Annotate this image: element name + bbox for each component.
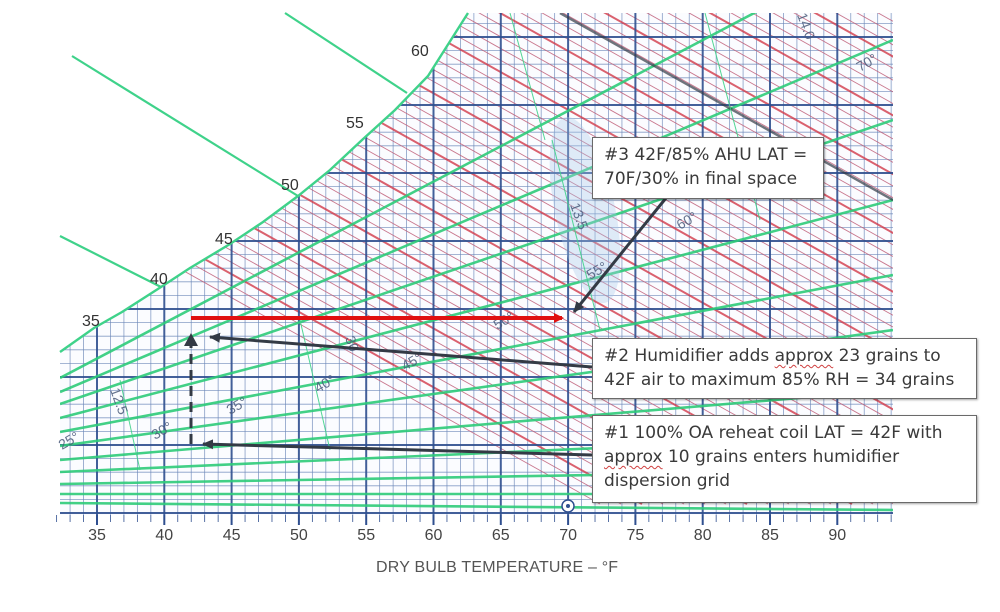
process-step-1-dashed-line xyxy=(184,333,198,444)
callout-2-text: 23 grains to xyxy=(833,346,941,366)
svg-text:60: 60 xyxy=(425,527,443,544)
svg-text:75: 75 xyxy=(627,527,645,544)
svg-text:80: 80 xyxy=(694,527,712,544)
svg-text:55: 55 xyxy=(346,115,364,132)
callout-2-line-1: #2 Humidifier adds approx 23 grains to xyxy=(604,344,966,368)
callout-leader-arrows xyxy=(202,197,668,457)
callout-1-text: 10 grains enters humidifier xyxy=(662,447,900,467)
x-axis-ticks xyxy=(56,515,892,525)
callout-3-line-1: #3 42F/85% AHU LAT = xyxy=(604,145,808,165)
svg-text:45: 45 xyxy=(223,527,241,544)
svg-text:50: 50 xyxy=(281,177,299,194)
callout-1-line-2: approx 10 grains enters humidifier xyxy=(604,445,966,469)
spellcheck-word: approx xyxy=(774,346,834,366)
callout-step-1: #1 100% OA reheat coil LAT = 42F with ap… xyxy=(592,415,977,503)
callout-1-line-3: dispersion grid xyxy=(604,471,731,491)
svg-text:60: 60 xyxy=(411,43,429,60)
svg-text:40: 40 xyxy=(150,271,168,288)
svg-text:85: 85 xyxy=(761,527,779,544)
svg-text:35: 35 xyxy=(82,313,100,330)
svg-text:40: 40 xyxy=(155,527,173,544)
svg-text:65: 65 xyxy=(492,527,510,544)
callout-1-line-1: #1 100% OA reheat coil LAT = 42F with xyxy=(604,423,943,443)
svg-text:70: 70 xyxy=(559,527,577,544)
svg-text:35: 35 xyxy=(88,527,106,544)
x-axis-labels: 35 40 45 50 55 60 65 70 75 80 85 90 xyxy=(88,527,846,544)
svg-text:50: 50 xyxy=(290,527,308,544)
callout-2-line-2: 42F air to maximum 85% RH = 34 grains xyxy=(604,370,955,390)
svg-text:90: 90 xyxy=(828,527,846,544)
callout-step-3: #3 42F/85% AHU LAT = 70F/30% in final sp… xyxy=(592,137,824,199)
svg-text:55: 55 xyxy=(357,527,375,544)
spellcheck-word: approx xyxy=(604,447,663,467)
saturation-labels: 35 40 45 50 55 60 xyxy=(82,43,429,330)
circled-dot-marker xyxy=(561,499,575,513)
exterior-enthalpy-lines xyxy=(59,12,408,288)
saturation-curve xyxy=(59,12,470,353)
callout-2-text: #2 Humidifier adds xyxy=(604,346,775,366)
x-axis-title: DRY BULB TEMPERATURE – °F xyxy=(376,559,619,576)
callout-3-line-2: 70F/30% in final space xyxy=(604,169,798,189)
callout-step-2: #2 Humidifier adds approx 23 grains to 4… xyxy=(592,338,977,399)
svg-text:45: 45 xyxy=(215,231,233,248)
